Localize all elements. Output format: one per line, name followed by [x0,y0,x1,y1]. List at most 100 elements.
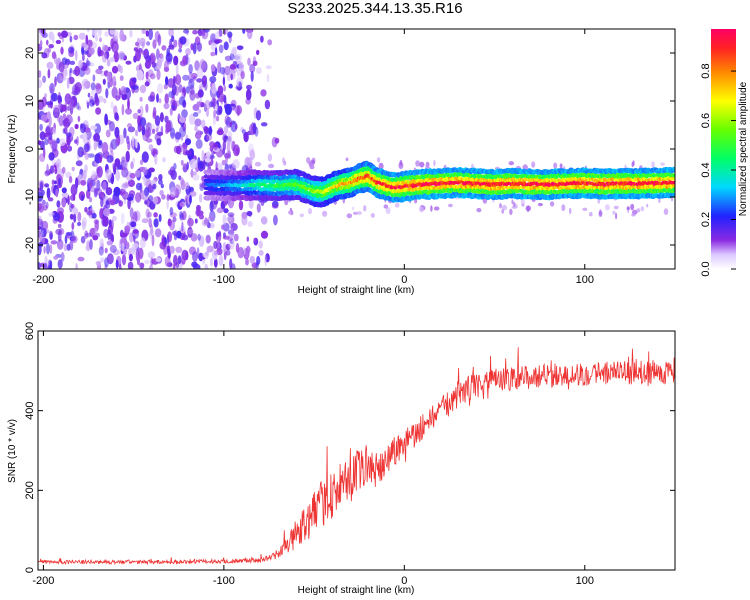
heatmap-noise-cell [228,164,232,169]
heatmap-noise-cell [82,132,88,144]
heatmap-noise-cell [187,217,194,227]
heatmap-noise-cell [139,84,147,94]
heatmap-noise-cell [47,197,54,202]
heatmap-noise-cell [126,196,134,201]
heatmap-noise-cell [419,206,424,213]
heatmap-noise-cell [75,49,78,61]
heatmap-noise-cell [501,204,507,211]
colorbar-tick-label: 0.6 [700,113,712,128]
heatmap-noise-cell [180,179,186,191]
heatmap-noise-cell [75,160,83,167]
heatmap-noise-cell [145,103,149,113]
heatmap-noise-cell [132,157,136,164]
heatmap-noise-cell [471,163,474,169]
heatmap-noise-cell [188,113,196,125]
heatmap-noise-cell [77,115,81,122]
heatmap-noise-cell [168,29,174,37]
heatmap-noise-cell [99,257,105,263]
heatmap-noise-cell [44,93,48,98]
heatmap-noise-cell [75,263,78,269]
heatmap-noise-cell [94,97,100,107]
heatmap-noise-cell [141,151,149,163]
heatmap-noise-cell [346,213,353,219]
heatmap-noise-cell [144,81,150,87]
heatmap-noise-cell [63,243,68,252]
heatmap-noise-cell [260,216,268,225]
heatmap-noise-cell [209,76,217,83]
heatmap-noise-cell [83,143,90,153]
colorbar-tick-label: 0.2 [700,212,712,227]
heatmap-noise-cell [141,41,145,49]
colorbar: 0.00.20.40.60.8 Normalized spectral ampl… [700,29,749,277]
heatmap-noise-cell [227,212,235,218]
heatmap-noise-cell [155,228,162,238]
colorbar-tick-label: 0.0 [700,261,712,276]
heatmap-noise-cell [66,78,70,89]
x-tick-label: -200 [32,575,54,587]
heatmap-noise-cell [80,123,86,134]
heatmap-noise-cell [97,139,103,149]
heatmap-noise-cell [136,69,144,81]
heatmap-noise-cell [192,174,200,181]
heatmap-noise-cell [128,253,133,262]
heatmap-noise-cell [370,213,375,218]
heatmap-noise-cell [148,167,155,173]
heatmap-noise-cell [137,109,141,114]
heatmap-noise-cell [132,112,139,120]
heatmap-noise-cell [85,246,88,251]
heatmap-noise-cell [631,213,636,217]
heatmap-noise-cell [108,219,112,228]
heatmap-noise-cell [521,203,525,207]
heatmap-noise-cell [60,104,67,112]
heatmap-noise-cell [78,32,86,40]
heatmap-noise-cell [42,199,46,205]
heatmap-noise-cell [77,146,84,158]
heatmap-noise-cell [216,248,223,256]
heatmap-noise-cell [131,140,135,149]
heatmap-noise-cell [111,215,117,222]
heatmap-noise-cell [113,186,121,197]
heatmap-noise-cell [63,117,70,129]
heatmap-noise-cell [159,112,164,123]
heatmap-noise-cell [597,198,601,204]
snr-marks [38,347,675,566]
heatmap-noise-cell [48,152,55,161]
heatmap-noise-cell [166,48,171,57]
heatmap-noise-cell [246,84,252,90]
heatmap-noise-cell [172,264,176,269]
heatmap-noise-cell [132,229,139,234]
heatmap-noise-cell [152,183,157,190]
heatmap-noise-cell [48,31,55,41]
heatmap-noise-cell [227,130,233,142]
heatmap-noise-cell [164,93,169,105]
heatmap-noise-cell [194,125,198,132]
heatmap-noise-cell [193,112,199,117]
heatmap-noise-cell [92,235,99,241]
heatmap-noise-cell [249,63,256,73]
heatmap-noise-cell [110,38,114,50]
heatmap-noise-cell [207,216,214,221]
colorbar-tick-label: 0.4 [700,162,712,177]
heatmap-noise-cell [266,73,270,83]
heatmap-noise-cell [256,255,261,266]
heatmap-noise-cell [228,83,233,89]
heatmap-noise-cell [91,170,97,179]
heatmap-noise-cell [181,221,184,232]
heatmap-noise-cell [240,70,245,80]
heatmap-noise-cell [77,256,85,262]
heatmap-noise-cell [89,239,93,250]
heatmap-noise-cell [129,207,134,219]
heatmap-noise-cell [640,206,645,212]
heatmap-noise-cell [184,138,192,146]
heatmap-noise-cell [230,73,233,81]
heatmap-noise-cell [212,97,216,110]
heatmap-noise-cell [39,123,43,131]
heatmap-noise-cell [377,157,381,163]
heatmap-noise-cell [90,82,96,91]
heatmap-noise-cell [246,210,253,217]
heatmap-noise-cell [182,234,189,241]
heatmap-noise-cell [307,207,313,215]
heatmap-noise-cell [78,59,83,69]
heatmap-noise-cell [102,181,107,192]
heatmap-x-axis: -200 -100 0 100 [32,29,594,286]
